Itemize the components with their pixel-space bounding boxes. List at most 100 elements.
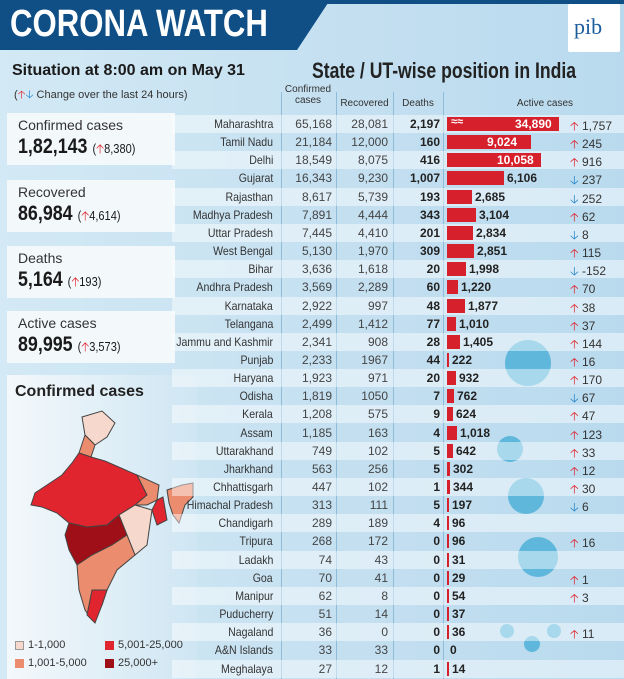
change-value: 🡡 1	[570, 572, 589, 587]
change-value: 🡡 62	[570, 209, 596, 224]
legend-swatch	[15, 640, 24, 650]
up-arrow-icon: 🡡	[570, 318, 579, 333]
active-label: 36	[452, 625, 466, 640]
active-bar	[447, 480, 450, 494]
deaths-value: 0	[433, 570, 440, 585]
up-arrow-icon: 🡡	[570, 119, 579, 133]
active-label: 54	[452, 588, 466, 603]
active-label: 0	[450, 643, 457, 658]
confirmed-value: 2,499	[301, 316, 332, 331]
recovered-value: 997	[367, 298, 388, 313]
active-label: 1,010	[459, 316, 490, 331]
recovered-value: 2,289	[357, 280, 388, 295]
recovered-value: 1,412	[357, 316, 388, 331]
active-bar	[447, 171, 504, 186]
confirmed-value: 447	[311, 480, 332, 494]
active-bar	[447, 371, 456, 386]
deaths-value: 5	[433, 443, 440, 458]
change-value: 🡡 33	[570, 445, 596, 460]
active-bar	[447, 298, 465, 313]
deaths-value: 309	[419, 244, 440, 259]
recovered-value: 1,970	[357, 244, 388, 259]
active-bar	[447, 280, 458, 295]
deaths-value: 0	[433, 534, 440, 549]
up-arrow-icon: 🡡	[570, 300, 579, 315]
deaths-value: 193	[419, 189, 440, 204]
legend-swatch	[105, 658, 114, 668]
state-name: Nagaland	[227, 625, 273, 640]
deaths-value: 0	[433, 588, 440, 603]
header-deaths: Deaths	[402, 98, 434, 109]
recovered-value: 9,230	[357, 171, 388, 186]
virus-icon	[518, 537, 558, 577]
active-bar	[447, 534, 449, 549]
table-row: Haryana 1,923 971 20 932 🡡 170	[172, 369, 624, 388]
up-arrow-icon: 🡡	[570, 463, 579, 478]
stat-card: Active cases 89,995 (🡡3,573)	[7, 311, 175, 363]
recovered-value: 4,410	[357, 225, 388, 240]
change-value: 🡡 245	[570, 137, 602, 152]
stat-card: Confirmed cases 1,82,143 (🡡8,380)	[7, 113, 175, 165]
stat-value: 89,995 (🡡3,573)	[18, 333, 121, 356]
confirmed-value: 2,233	[301, 352, 332, 367]
table-row: Jammu and Kashmir 2,341 908 28 1,405 🡡 14…	[172, 332, 624, 351]
up-arrow-icon: 🡡	[570, 482, 579, 496]
table-row: Maharashtra 65,168 28,081 2,197 ≈≈ 34,890…	[172, 115, 624, 133]
confirmed-value: 27	[318, 661, 332, 676]
recovered-value: 8,075	[357, 153, 388, 168]
active-bar	[447, 135, 531, 150]
header-recovered: Recovered	[340, 98, 389, 109]
active-bar	[447, 407, 453, 422]
legend-item: 1,001-5,000	[15, 657, 87, 669]
active-bar	[447, 461, 450, 476]
confirmed-value: 563	[311, 461, 332, 476]
confirmed-value: 1,819	[301, 389, 332, 404]
change-value: 🡣 8	[570, 227, 589, 242]
active-bar	[447, 607, 449, 622]
state-name: Gujarat	[238, 171, 273, 186]
recovered-value: 172	[367, 534, 388, 549]
table-row: Ladakh 74 43 0 31	[172, 550, 624, 569]
state-name: Himachal Pradesh	[186, 498, 273, 513]
confirmed-value: 1,208	[301, 407, 332, 422]
change-value: 🡣 -152	[570, 264, 606, 279]
deaths-value: 1	[433, 661, 440, 676]
active-bar	[447, 262, 466, 277]
recovered-value: 102	[367, 443, 388, 458]
header-confirmed: Confirmed cases	[284, 84, 332, 106]
deaths-value: 20	[426, 262, 440, 277]
deaths-value: 7	[433, 389, 440, 404]
virus-icon	[508, 478, 544, 514]
state-name: Tripura	[239, 534, 273, 549]
active-bar	[447, 425, 457, 440]
change-value: 🡡 170	[570, 373, 602, 388]
table-row: A&N Islands 33 33 0 0	[172, 641, 624, 659]
state-name: Puducherry	[218, 607, 273, 622]
table-row: Chhattisgarh 447 102 1 344 🡡 30	[172, 478, 624, 496]
active-label: 642	[456, 443, 477, 458]
active-bar	[447, 661, 449, 676]
down-arrow-icon: 🡣	[570, 264, 579, 279]
confirmed-value: 749	[311, 443, 332, 458]
active-label: 9,024	[487, 135, 518, 150]
active-bar	[447, 552, 449, 567]
state-name: Meghalaya	[221, 661, 273, 676]
deaths-value: 77	[426, 316, 440, 331]
deaths-value: 28	[426, 334, 440, 349]
confirmed-value: 5,130	[301, 244, 332, 259]
state-name: Telangana	[224, 316, 273, 331]
confirmed-value: 7,891	[301, 207, 332, 222]
deaths-value: 4	[433, 425, 440, 440]
active-bar	[447, 153, 541, 168]
legend-swatch	[15, 658, 24, 668]
table-row: Gujarat 16,343 9,230 1,007 6,106 🡣 237	[172, 169, 624, 187]
header-active: Active cases	[516, 98, 574, 109]
active-bar	[447, 516, 449, 531]
table-row: Himachal Pradesh 313 111 5 197 🡣 6	[172, 496, 624, 514]
change-value: 🡡 144	[570, 336, 602, 351]
active-bar	[447, 207, 476, 222]
stat-label: Deaths	[18, 250, 63, 266]
confirmed-value: 3,636	[301, 262, 332, 277]
state-name: Punjab	[240, 352, 273, 367]
up-arrow-icon: 🡡	[96, 141, 105, 156]
